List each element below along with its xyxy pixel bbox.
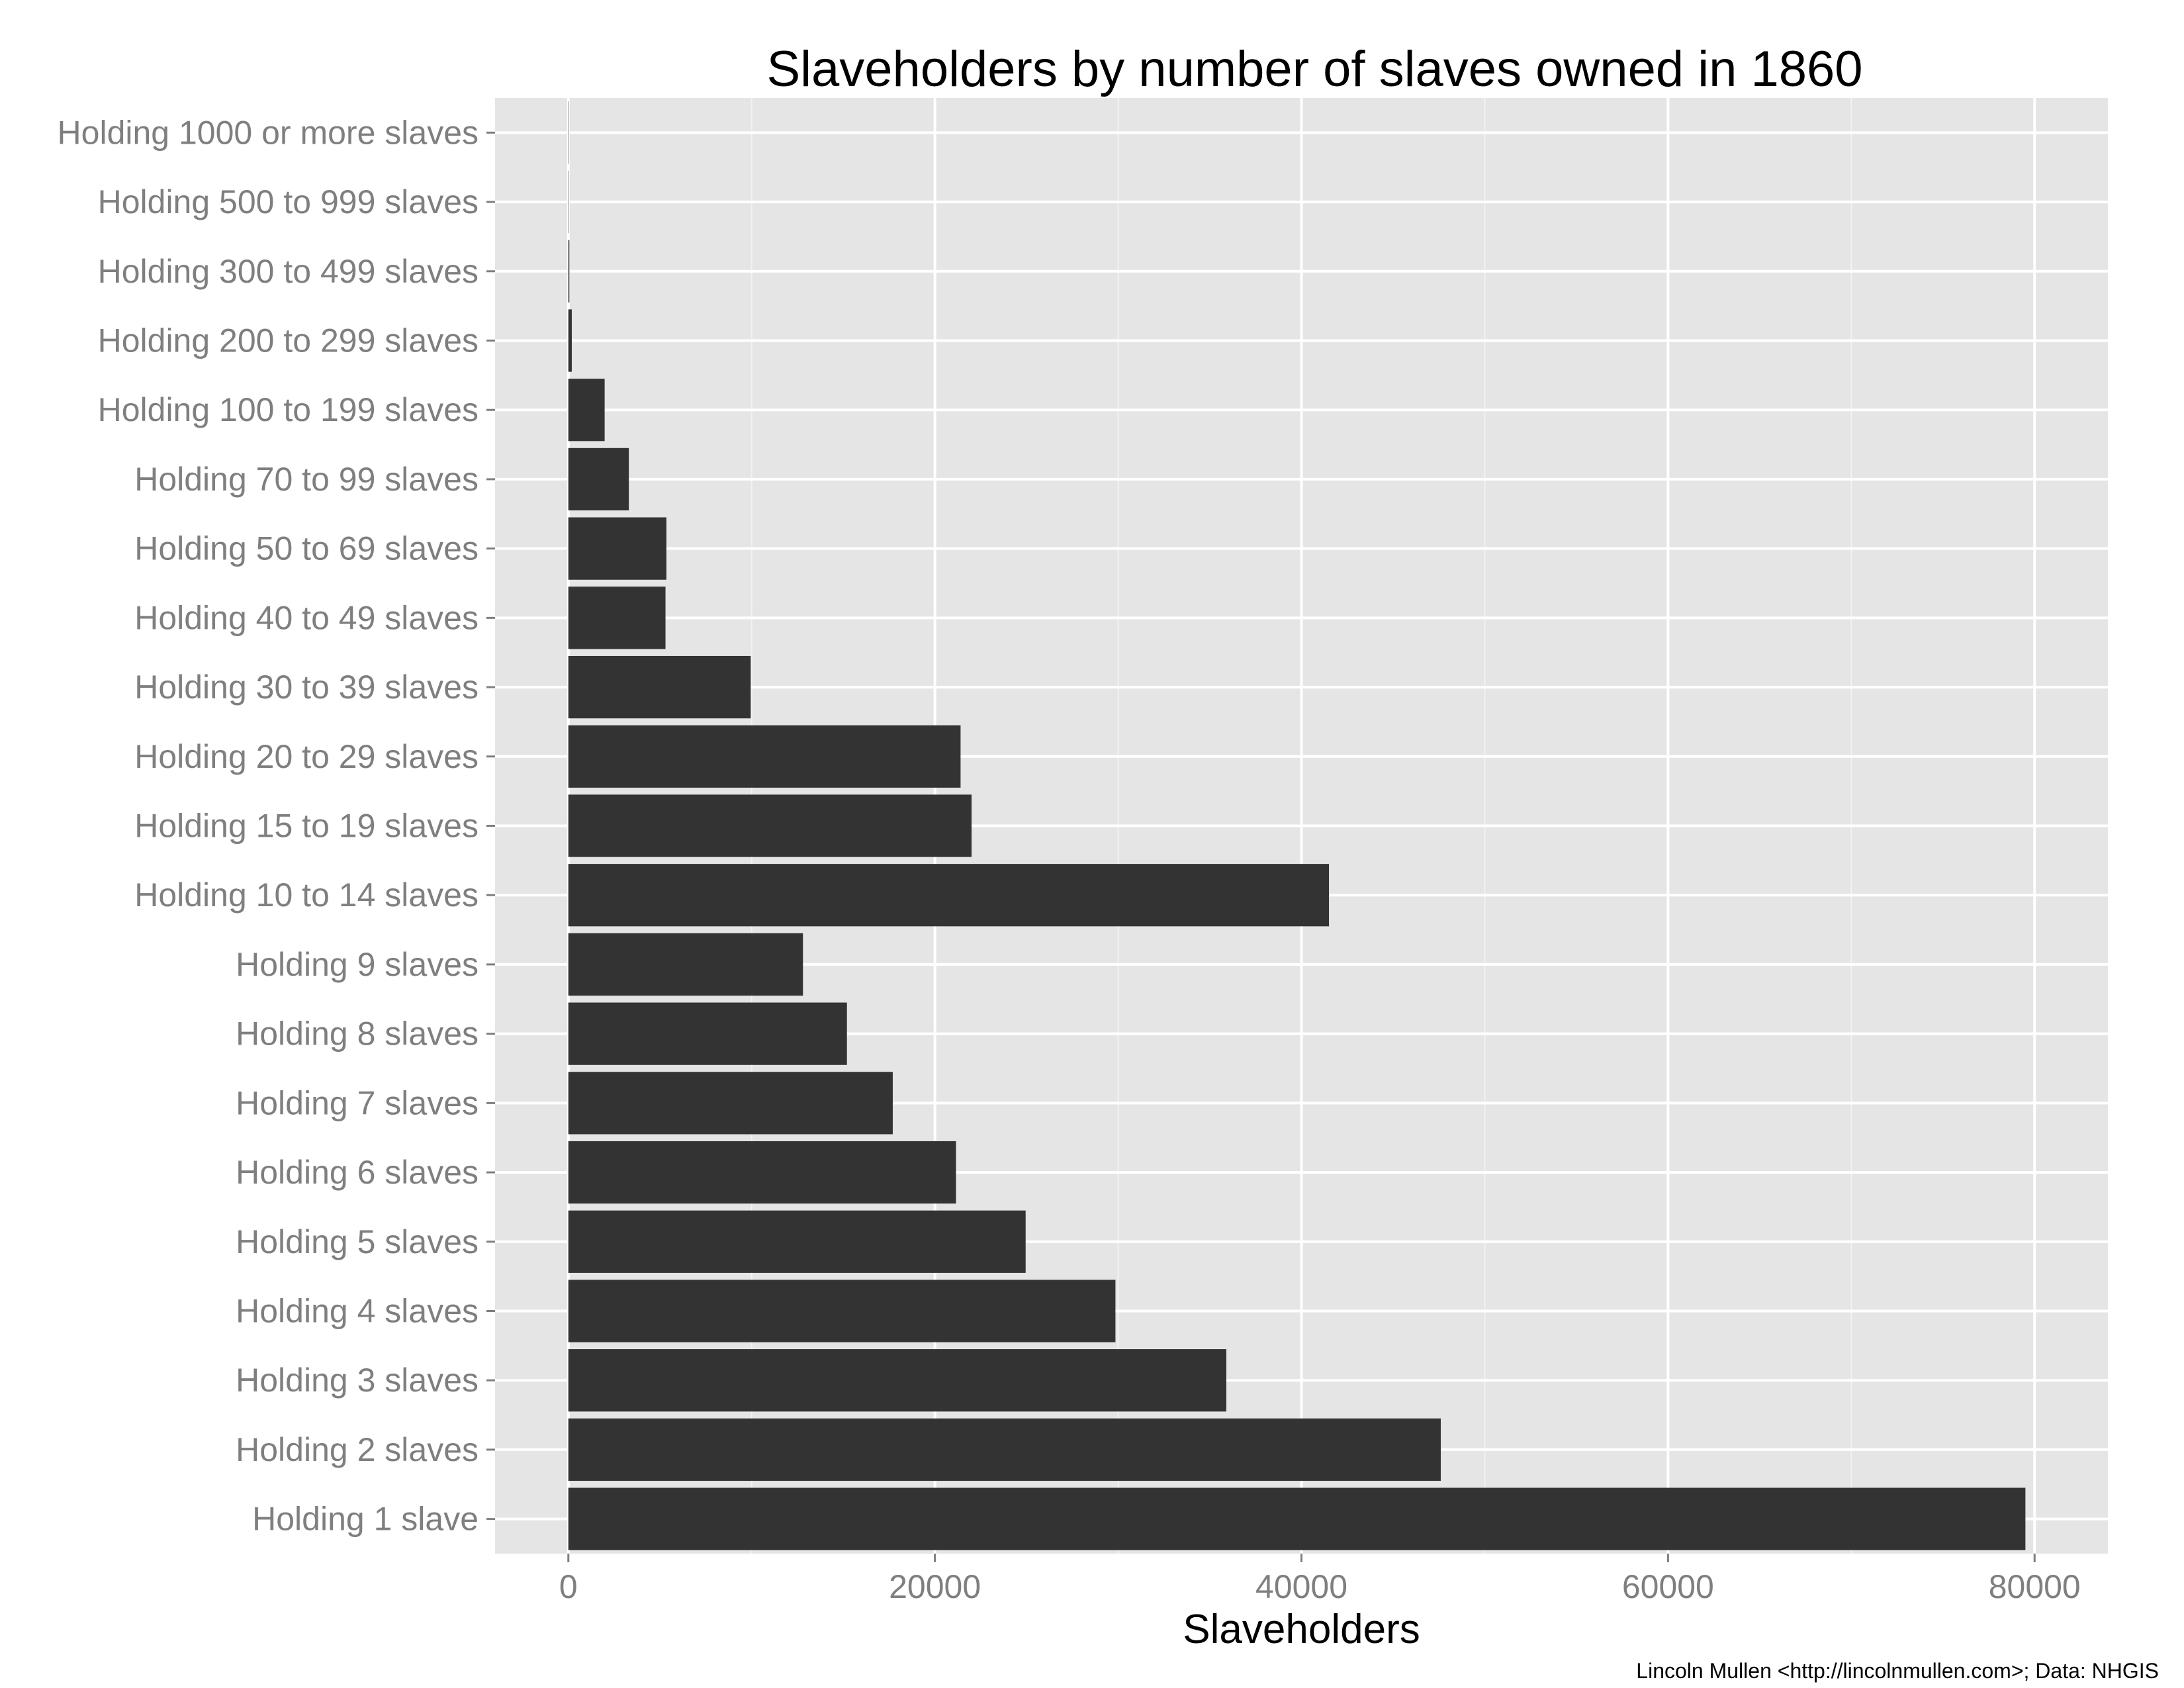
- y-tick-label: Holding 40 to 49 slaves: [134, 599, 478, 636]
- x-axis: 0 20000 40000 60000 80000: [559, 1554, 2081, 1605]
- bar: [568, 1072, 893, 1135]
- y-tick-label: Holding 9 slaves: [236, 946, 478, 983]
- y-tick-label: Holding 7 slaves: [236, 1084, 478, 1121]
- bar: [568, 1002, 847, 1065]
- y-tick-label: Holding 8 slaves: [236, 1015, 478, 1053]
- y-tick-label: Holding 500 to 999 slaves: [98, 183, 478, 220]
- major-gridlines: [495, 98, 2108, 1554]
- y-tick-label: Holding 1000 or more slaves: [58, 114, 478, 151]
- chart-title: Slaveholders by number of slaves owned i…: [766, 41, 1862, 97]
- y-tick-label: Holding 6 slaves: [236, 1154, 478, 1191]
- bars: [568, 101, 2026, 1550]
- bar: [568, 794, 972, 857]
- bar: [568, 517, 666, 580]
- bar: [568, 864, 1330, 927]
- bar: [568, 1487, 2026, 1550]
- y-tick-label: Holding 70 to 99 slaves: [134, 461, 478, 498]
- x-tick-label: 40000: [1255, 1568, 1347, 1605]
- bar: [568, 447, 629, 511]
- y-tick-label: Holding 2 slaves: [236, 1431, 478, 1468]
- y-tick-label: Holding 3 slaves: [236, 1362, 478, 1399]
- y-tick-label: Holding 10 to 14 slaves: [134, 876, 478, 914]
- chart-caption: Lincoln Mullen <http://lincolnmullen.com…: [1636, 1659, 2159, 1683]
- bar: [568, 1141, 956, 1204]
- bar: [568, 586, 666, 649]
- bar: [568, 1349, 1226, 1412]
- y-tick-label: Holding 100 to 199 slaves: [98, 391, 478, 428]
- x-tick-label: 20000: [889, 1568, 981, 1605]
- x-tick-label: 80000: [1989, 1568, 2081, 1605]
- y-tick-label: Holding 1 slave: [252, 1501, 478, 1538]
- x-tick-label: 0: [559, 1568, 578, 1605]
- y-tick-label: Holding 50 to 69 slaves: [134, 530, 478, 567]
- x-axis-label: Slaveholders: [1183, 1607, 1420, 1652]
- bar: [568, 240, 570, 303]
- y-tick-label: Holding 20 to 29 slaves: [134, 738, 478, 775]
- y-tick-label: Holding 30 to 39 slaves: [134, 669, 478, 706]
- y-tick-label: Holding 4 slaves: [236, 1293, 478, 1330]
- y-tick-label: Holding 200 to 299 slaves: [98, 322, 478, 359]
- bar: [568, 379, 605, 442]
- bar: [568, 655, 751, 719]
- bar: [568, 933, 803, 996]
- bar: [568, 1418, 1441, 1481]
- y-tick-label: Holding 300 to 499 slaves: [98, 253, 478, 290]
- y-tick-label: Holding 15 to 19 slaves: [134, 808, 478, 845]
- bar: [568, 1280, 1116, 1342]
- bar: [568, 1210, 1026, 1273]
- bar: [568, 309, 572, 372]
- x-tick-label: 60000: [1622, 1568, 1714, 1605]
- y-tick-label: Holding 5 slaves: [236, 1223, 478, 1260]
- bar: [568, 725, 961, 788]
- y-axis: Holding 1000 or more slaves Holding 500 t…: [58, 114, 495, 1538]
